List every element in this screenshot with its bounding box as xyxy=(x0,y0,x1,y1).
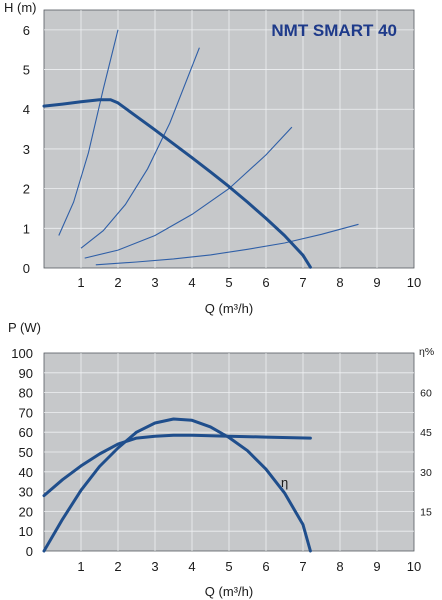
head-y-tick-label: 0 xyxy=(23,261,30,276)
head-y-tick-label: 2 xyxy=(23,182,30,197)
head-x-tick-label: 7 xyxy=(299,275,306,290)
power-y-tick-label: 40 xyxy=(19,465,33,480)
head-max-curve xyxy=(42,98,312,269)
power-y-tick-label: 70 xyxy=(19,405,33,420)
efficiency-y-tick-label: 30 xyxy=(420,467,432,479)
power-y-axis-label: P (W) xyxy=(8,320,41,335)
head-x-tick-label: 6 xyxy=(262,275,269,290)
efficiency-y-tick-label: 45 xyxy=(420,427,432,439)
head-y-tick-label: 3 xyxy=(23,142,30,157)
power-y-tick-label: 30 xyxy=(19,485,33,500)
head-chart: 0 1 2 3 4 5 6 1 2 3 4 5 6 7 8 9 10 H (m) Q (m³/h) NMT S… xyxy=(4,0,421,316)
power-x-tick-label: 10 xyxy=(407,559,421,574)
system-curve xyxy=(58,29,119,236)
head-x-tick-label: 9 xyxy=(373,275,380,290)
efficiency-y-tick-label: 60 xyxy=(420,388,432,400)
efficiency-curve xyxy=(42,417,312,553)
system-curve xyxy=(84,126,293,259)
power-x-tick-label: 5 xyxy=(225,559,232,574)
power-x-tick-label: 8 xyxy=(336,559,343,574)
power-y-tick-label: 90 xyxy=(19,366,33,381)
head-x-tick-label: 10 xyxy=(407,275,421,290)
power-y-tick-label: 80 xyxy=(19,386,33,401)
power-y-tick-label: 100 xyxy=(11,346,33,361)
head-x-tick-label: 3 xyxy=(151,275,158,290)
power-y-tick-label: 50 xyxy=(19,445,33,460)
head-x-tick-label: 5 xyxy=(225,275,232,290)
power-curve xyxy=(42,433,312,498)
head-x-axis-label: Q (m³/h) xyxy=(205,301,253,316)
power-x-tick-label: 4 xyxy=(188,559,195,574)
efficiency-curve-label: η xyxy=(281,475,288,490)
power-y-tick-label: 20 xyxy=(19,504,33,519)
head-y-tick-label: 1 xyxy=(23,221,30,236)
system-curve xyxy=(80,47,200,249)
chart-title: NMT SMART 40 xyxy=(271,21,397,40)
power-x-tick-label: 6 xyxy=(262,559,269,574)
efficiency-y-axis-label: η% xyxy=(419,346,434,358)
head-x-tick-label: 4 xyxy=(188,275,195,290)
power-x-tick-label: 9 xyxy=(373,559,380,574)
head-y-tick-label: 5 xyxy=(23,63,30,78)
head-x-tick-label: 8 xyxy=(336,275,343,290)
system-curve xyxy=(95,223,359,266)
head-x-tick-label: 1 xyxy=(77,275,84,290)
head-y-axis-label: H (m) xyxy=(4,0,37,15)
power-y-tick-label: 10 xyxy=(19,524,33,539)
head-y-tick-label: 6 xyxy=(23,23,30,38)
power-x-tick-label: 7 xyxy=(299,559,306,574)
head-x-tick-label: 2 xyxy=(114,275,121,290)
power-x-axis-label: Q (m³/h) xyxy=(205,584,253,599)
head-y-tick-label: 4 xyxy=(23,102,30,117)
power-x-tick-label: 1 xyxy=(77,559,84,574)
power-y-tick-label: 60 xyxy=(19,425,33,440)
power-x-tick-label: 2 xyxy=(114,559,121,574)
power-y-tick-label: 0 xyxy=(26,544,33,559)
efficiency-y-tick-label: 15 xyxy=(420,506,432,518)
power-x-tick-label: 3 xyxy=(151,559,158,574)
